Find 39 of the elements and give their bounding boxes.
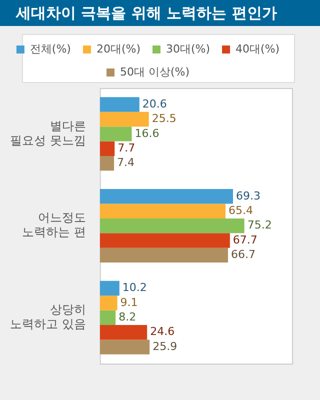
data-label: 16.6	[134, 126, 160, 140]
bar	[100, 141, 115, 156]
data-label: 8.2	[118, 310, 136, 324]
data-label: 66.7	[231, 248, 256, 262]
y-tick-label: 별다른 필요성 못느낌	[10, 118, 86, 148]
bar	[100, 248, 228, 263]
bar	[100, 204, 226, 218]
legend-label: 40대(%)	[236, 42, 280, 56]
data-label: 20.6	[142, 97, 167, 110]
bar	[100, 280, 120, 296]
data-label: 24.6	[150, 325, 175, 338]
data-label: 10.2	[122, 281, 147, 294]
data-label: 67.7	[232, 233, 258, 246]
bar	[100, 189, 233, 204]
legend-label: 전체(%)	[30, 42, 71, 56]
data-label: 9.1	[120, 296, 138, 309]
data-label: 25.5	[152, 112, 176, 126]
bar	[100, 325, 148, 340]
bar	[100, 156, 114, 171]
bar	[100, 126, 132, 142]
bar	[100, 310, 116, 326]
data-label: 7.4	[117, 156, 135, 170]
bar	[100, 340, 150, 354]
data-label: 25.9	[152, 340, 178, 353]
bar	[100, 97, 140, 112]
y-tick-label: 어느정도 노력하는 편	[22, 210, 86, 240]
data-label: 7.7	[118, 141, 136, 154]
legend-label: 50대 이상(%)	[120, 65, 190, 78]
bar	[100, 112, 149, 127]
bar	[100, 296, 118, 310]
data-label: 65.4	[228, 204, 254, 217]
legend-label: 30대(%)	[166, 42, 210, 56]
bar	[100, 233, 230, 248]
data-label: 75.2	[247, 218, 272, 232]
data-label: 69.3	[236, 189, 260, 202]
chart-title: 세대차이 극복을 위해 노력하는 편인가	[0, 0, 320, 26]
y-tick-label: 상당히 노력하고 있음	[10, 302, 86, 331]
bar	[100, 218, 244, 234]
legend-label: 20대(%)	[96, 42, 141, 56]
